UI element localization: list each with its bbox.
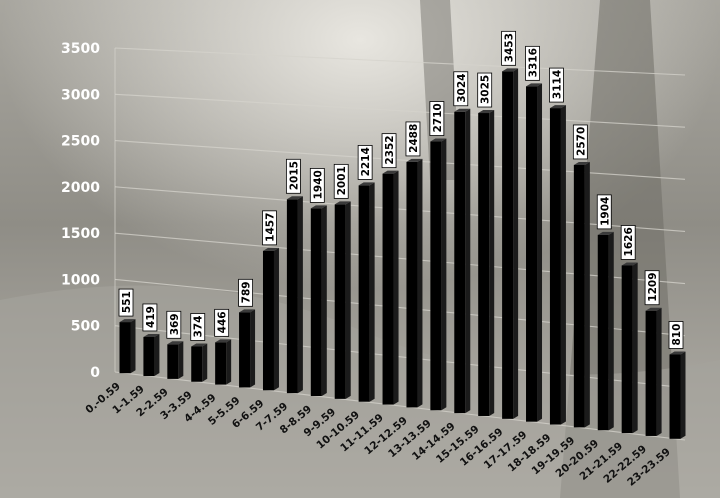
y-tick-label: 2000 — [61, 180, 100, 196]
data-label: 3024 — [453, 71, 469, 107]
svg-text:1457: 1457 — [264, 213, 276, 242]
data-label: 789 — [238, 278, 253, 307]
y-tick-label: 500 — [71, 319, 100, 335]
data-label: 1940 — [309, 168, 325, 203]
bar — [573, 161, 590, 428]
grid-line — [114, 47, 686, 76]
bar — [167, 341, 184, 379]
bar — [143, 333, 160, 377]
data-label: 374 — [190, 313, 206, 341]
grid-line — [114, 140, 686, 180]
svg-text:2214: 2214 — [360, 147, 372, 176]
bar — [430, 138, 447, 411]
svg-text:446: 446 — [217, 311, 229, 333]
svg-text:2001: 2001 — [336, 166, 348, 195]
data-label: 2570 — [572, 124, 588, 160]
bars: 551 419 369 374 446 789 1457 2015 1940 2001 2214 23… — [118, 30, 686, 439]
y-tick-label: 3500 — [61, 41, 100, 57]
bar — [597, 231, 614, 431]
svg-text:2710: 2710 — [432, 103, 444, 132]
data-label: 810 — [668, 321, 684, 349]
bar — [502, 68, 519, 419]
data-label: 2352 — [381, 133, 397, 169]
svg-text:1904: 1904 — [599, 197, 611, 226]
bar — [262, 247, 279, 391]
bar — [310, 205, 327, 397]
bar — [549, 105, 566, 425]
svg-text:374: 374 — [193, 316, 205, 338]
bar — [621, 262, 638, 434]
y-tick-label: 2500 — [61, 134, 100, 150]
grid-line — [114, 371, 686, 441]
svg-text:369: 369 — [169, 313, 181, 335]
bar — [645, 307, 662, 436]
data-label: 3114 — [549, 67, 564, 103]
bar — [286, 196, 303, 394]
bar — [382, 170, 399, 405]
bar — [478, 110, 495, 416]
svg-text:810: 810 — [671, 324, 683, 346]
svg-text:1626: 1626 — [623, 227, 635, 256]
data-label: 3025 — [477, 72, 493, 108]
svg-text:3025: 3025 — [480, 75, 492, 104]
data-label: 1209 — [644, 270, 660, 306]
grid-line — [114, 186, 686, 232]
bar — [406, 158, 423, 408]
svg-text:3316: 3316 — [528, 48, 540, 77]
bar — [119, 319, 136, 374]
svg-text:3024: 3024 — [456, 74, 468, 103]
svg-text:789: 789 — [241, 281, 253, 303]
svg-text:419: 419 — [145, 306, 157, 328]
y-axis-ticks: 0 500 1000 1500 2000 2500 3000 3500 — [61, 41, 100, 381]
svg-text:551: 551 — [121, 291, 133, 313]
data-label: 3453 — [501, 30, 517, 66]
data-label: 1457 — [262, 210, 277, 246]
bar — [669, 351, 686, 439]
data-label: 1904 — [596, 194, 612, 230]
svg-text:3114: 3114 — [551, 70, 563, 99]
data-label: 419 — [142, 303, 158, 332]
bar — [215, 339, 232, 385]
data-label: 446 — [214, 308, 230, 337]
data-label: 2015 — [285, 158, 301, 194]
bar — [239, 309, 256, 388]
data-label: 2710 — [429, 101, 445, 136]
svg-text:2015: 2015 — [288, 161, 300, 190]
svg-text:1940: 1940 — [312, 170, 324, 199]
data-label: 2488 — [405, 121, 421, 157]
bar — [454, 108, 471, 414]
data-label: 1626 — [620, 225, 636, 260]
grid-line — [114, 232, 686, 285]
svg-text:3453: 3453 — [504, 33, 516, 62]
svg-text:2570: 2570 — [575, 127, 587, 156]
data-label: 551 — [118, 288, 134, 317]
svg-text:2352: 2352 — [384, 135, 396, 164]
y-tick-label: 1000 — [61, 272, 100, 288]
bar — [526, 83, 543, 422]
bar — [334, 201, 351, 399]
grid-line — [114, 278, 686, 337]
svg-text:1209: 1209 — [647, 272, 659, 301]
y-tick-label: 3000 — [61, 87, 100, 103]
grid-line — [114, 93, 686, 128]
data-label: 369 — [166, 310, 182, 339]
y-tick-label: 1500 — [61, 226, 100, 242]
bar — [358, 182, 375, 402]
grid-lines — [114, 47, 686, 441]
data-label: 2001 — [333, 163, 349, 199]
svg-text:2488: 2488 — [408, 124, 420, 153]
data-label: 2214 — [357, 145, 373, 180]
y-tick-label: 0 — [90, 365, 100, 381]
grid-line — [114, 325, 686, 389]
data-label: 3316 — [525, 45, 540, 81]
bar — [191, 343, 208, 382]
